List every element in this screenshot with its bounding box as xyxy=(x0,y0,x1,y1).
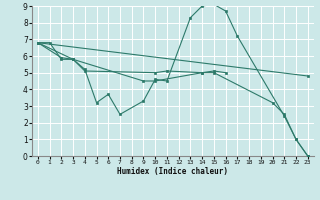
X-axis label: Humidex (Indice chaleur): Humidex (Indice chaleur) xyxy=(117,167,228,176)
